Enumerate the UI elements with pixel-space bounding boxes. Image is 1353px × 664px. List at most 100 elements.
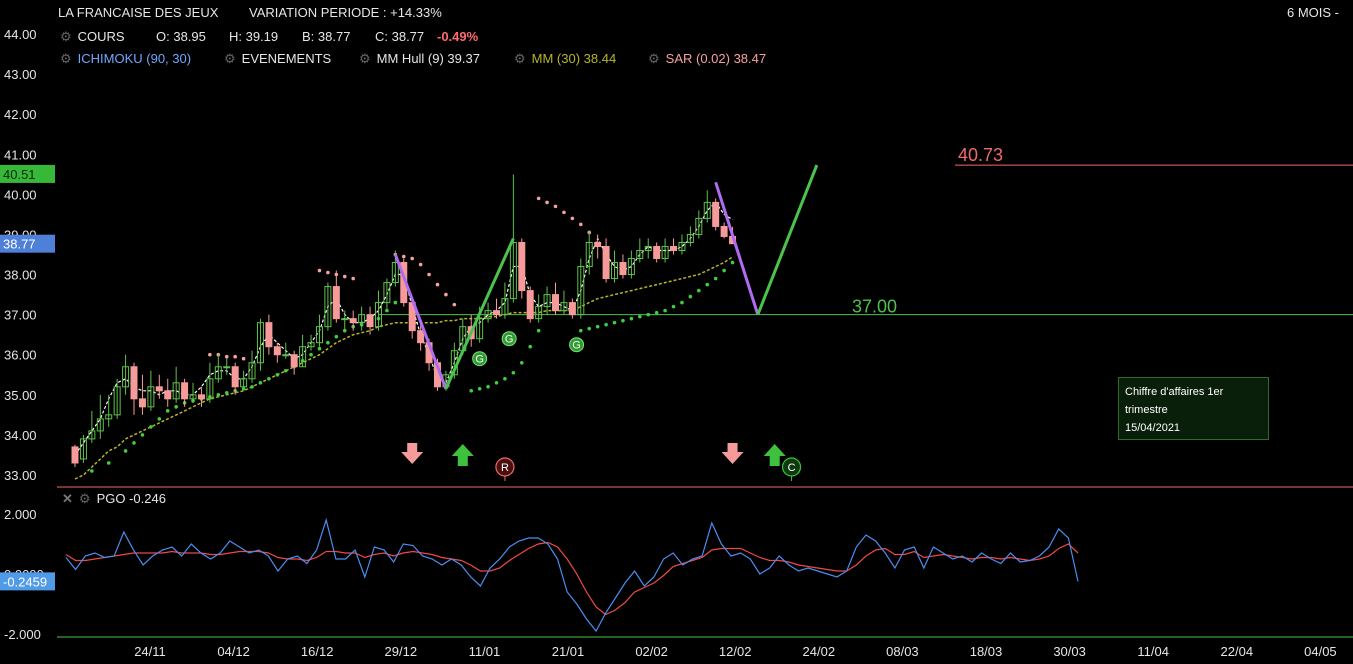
candle-body: [155, 386, 163, 392]
sar-dot-down: [351, 276, 355, 281]
candle-body: [88, 430, 96, 440]
arrow-up-icon: [451, 444, 474, 466]
sar-legend[interactable]: ⚙ SAR (0.02) 38.47: [648, 51, 766, 67]
sar-dot-down: [579, 222, 583, 227]
candle-body: [611, 262, 619, 280]
event-marker-label: C: [788, 462, 796, 474]
sar-dot-up: [157, 417, 162, 421]
candle-body: [653, 245, 661, 260]
candle-body: [282, 354, 290, 357]
candle-body: [71, 446, 79, 464]
sar-dot-up: [705, 282, 710, 287]
resistance-level-label: 40.73: [958, 145, 1003, 165]
close-icon[interactable]: ✕: [62, 491, 73, 506]
sar-dot-down: [553, 204, 558, 209]
gear-icon[interactable]: ⚙: [514, 51, 526, 66]
candle-body: [476, 318, 484, 340]
sar-dot-up: [536, 328, 541, 333]
ohlc-low: B: 38.77: [302, 29, 351, 44]
period-selector[interactable]: 6 MOIS -: [1286, 5, 1339, 20]
gear-icon[interactable]: ⚙: [359, 51, 371, 66]
candle-body: [670, 245, 678, 251]
candle-body: [720, 225, 728, 237]
hull-legend[interactable]: ⚙ MM Hull (9) 39.37: [359, 51, 480, 67]
events-legend[interactable]: ⚙ EVENEMENTS: [224, 51, 331, 67]
arrow-up-icon: [763, 444, 786, 466]
candle-body: [79, 438, 87, 460]
arrow-down-icon: [401, 443, 424, 464]
x-tick-label: 30/03: [1053, 644, 1086, 659]
sar-dot-up: [149, 425, 153, 429]
sar-label: SAR (0.02) 38.47: [665, 51, 767, 66]
candle-body: [164, 390, 172, 400]
y-tick-label: 42.00: [4, 107, 37, 122]
y-tick-label: 33.00: [4, 468, 37, 483]
x-tick-label: 24/11: [134, 644, 166, 659]
sar-dot-up: [629, 316, 634, 321]
sar-dot-up: [579, 328, 583, 333]
cours-legend[interactable]: ⚙ COURS: [60, 29, 125, 45]
sar-dot-up: [216, 393, 221, 397]
pgo-y-tick-label: -2.000: [4, 627, 41, 642]
pgo-signal-line: [65, 541, 1079, 616]
sar-dot-up: [604, 322, 608, 327]
sar-dot-up: [494, 380, 499, 385]
hull-label: MM Hull (9) 39.37: [376, 51, 480, 66]
mm-legend[interactable]: ⚙ MM (30) 38.44: [514, 51, 616, 67]
x-tick-label: 11/04: [1137, 644, 1169, 659]
pgo-legend[interactable]: ✕ ⚙ PGO -0.246: [62, 491, 166, 507]
sar-dot-up: [477, 387, 482, 391]
candle-body: [341, 318, 349, 321]
pgo-y-tick-label: 2.000: [4, 507, 37, 522]
sar-dot-up: [638, 314, 642, 319]
sar-dot-up: [283, 368, 288, 373]
candle-body: [324, 286, 332, 328]
tooltip-line2: trimestre: [1125, 404, 1168, 416]
pgo-value-badge-text: -0.2459: [3, 574, 47, 589]
sar-dot-down: [241, 356, 246, 361]
candle-body: [349, 318, 357, 324]
gear-icon[interactable]: ⚙: [648, 51, 660, 66]
event-tooltip: Chiffre d'affaires 1er trimestre 15/04/2…: [1118, 377, 1269, 440]
pattern-line: [756, 164, 819, 316]
event-marker-label: R: [501, 462, 509, 474]
sar-dot-up: [267, 376, 271, 381]
sar-dot-down: [444, 292, 448, 297]
sar-dot-down: [545, 200, 549, 205]
sar-dot-up: [612, 320, 617, 325]
candle-body: [231, 366, 239, 388]
sar-dot-up: [595, 324, 600, 329]
candle-body: [265, 322, 273, 348]
candle-body: [307, 342, 315, 348]
gear-icon[interactable]: ⚙: [60, 51, 72, 66]
sar-dot-up: [334, 334, 339, 339]
y-tick-label: 41.00: [4, 147, 37, 162]
candle-body: [172, 382, 180, 400]
candle-body: [181, 382, 189, 400]
y-tick-label: 44.00: [4, 27, 37, 42]
sar-dot-down: [342, 274, 347, 279]
candle-body: [585, 241, 593, 268]
ichimoku-label: ICHIMOKU (90, 30): [77, 51, 192, 66]
sar-dot-down: [562, 210, 566, 215]
candle-body: [138, 398, 146, 408]
candle-body: [197, 394, 205, 400]
sar-dot-down: [326, 270, 330, 275]
sar-dot-down: [401, 254, 406, 259]
gear-icon[interactable]: ⚙: [224, 51, 236, 66]
candle-body: [290, 354, 298, 368]
sar-dot-down: [570, 216, 575, 221]
ichimoku-legend[interactable]: ⚙ ICHIMOKU (90, 30): [60, 51, 191, 67]
gap-marker-label: G: [505, 334, 514, 346]
candle-body: [315, 326, 323, 344]
sar-dot-up: [654, 310, 659, 315]
candle-body: [594, 241, 602, 247]
ohlc-change: -0.49%: [437, 29, 479, 44]
candle-body: [113, 386, 121, 416]
gear-icon[interactable]: ⚙: [78, 491, 91, 506]
sar-dot-down: [208, 352, 212, 357]
sar-dot-up: [697, 288, 701, 293]
gear-icon[interactable]: ⚙: [60, 29, 72, 44]
candle-body: [105, 414, 113, 420]
